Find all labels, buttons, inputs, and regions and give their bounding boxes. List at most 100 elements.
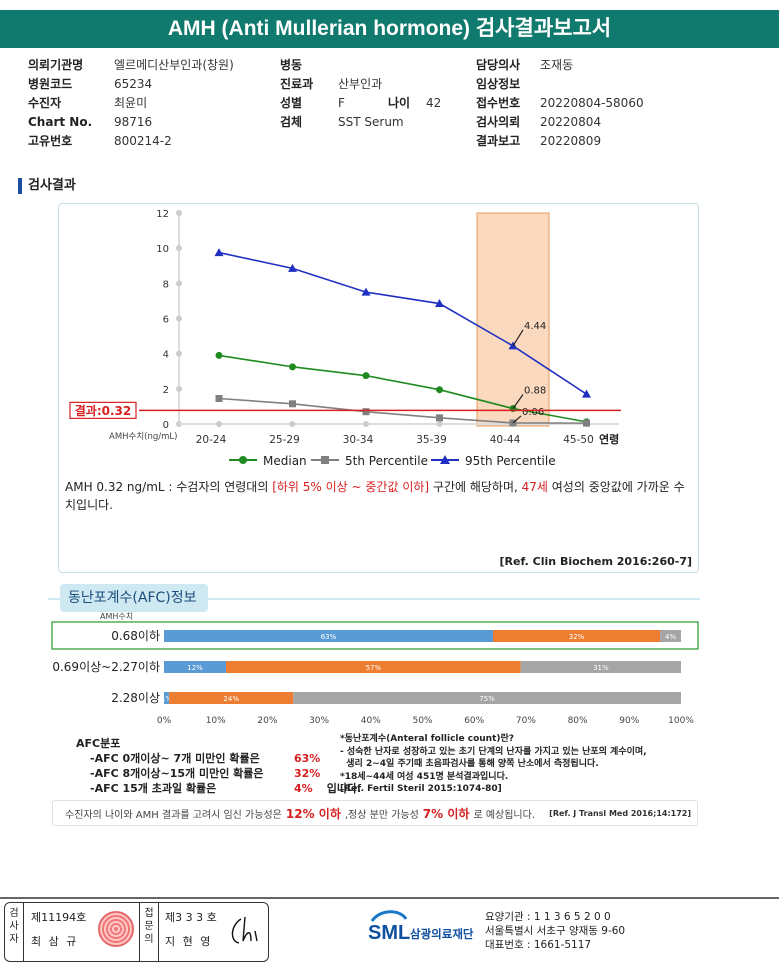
- info-row: Chart No. 98716: [28, 112, 234, 131]
- afc-bar-segment: [660, 630, 681, 642]
- info-label: 임상정보: [476, 77, 521, 91]
- afc-segment-label: 1%: [161, 695, 172, 703]
- afc-dist-row: -AFC 15개 초과일 확률은 4% 입니다.: [76, 781, 361, 796]
- median-point: [289, 363, 296, 371]
- afc-segment-label: 24%: [223, 695, 239, 703]
- info-label: 성별: [280, 96, 303, 110]
- preg-value2: 7% 이하: [422, 806, 470, 821]
- lab-info: 요양기관 : 1 1 3 6 5 2 0 0 서울특별시 서초구 양재동 9-6…: [485, 910, 625, 952]
- footer-divider: [0, 897, 779, 899]
- lab-phone: 대표번호 : 1661-5117: [485, 939, 592, 951]
- series-line-1: [218, 397, 587, 424]
- p95-point: [214, 248, 224, 257]
- info-value: 800214-2: [114, 133, 172, 148]
- afc-segment-label: 32%: [569, 633, 585, 641]
- patient-info-col1: 의뢰기관명 엘르메디산부인과(창원) 병원코드 65234 수진자 최윤미 Chart No…: [28, 55, 234, 150]
- result-label-box: [69, 401, 137, 419]
- p5-point: [583, 419, 590, 427]
- info-row: 병동: [280, 55, 441, 74]
- amh-line-chart: 0 2 4 6 8 10 12 20-24 25-29 30-34 35-39 40-44 45-50 연…: [69, 209, 621, 468]
- annotation-pointer: [512, 329, 524, 347]
- afc-dist-value: 63%: [294, 752, 321, 765]
- median-point: [362, 372, 370, 380]
- info-label: 수진자: [28, 96, 62, 110]
- annotation-label: 0.06: [522, 407, 544, 418]
- preg-text2: ,정상 분만 가능성: [344, 809, 419, 821]
- info-row: 고유번호 800214-2: [28, 131, 234, 150]
- sign-divider: [23, 903, 24, 961]
- y-tick-label: 2: [163, 385, 169, 396]
- interp-part5: 여성의 중앙값에 가까운 수치입니다.: [65, 480, 685, 512]
- afc-distribution: AFC분포 -AFC 0개이상~ 7개 미만인 확률은 63% -AFC 8개이상~1…: [76, 736, 361, 796]
- afc-segment-label: 12%: [187, 664, 203, 672]
- footer: 검사자 제11194호 최 삼 규 접문의 제3 3 3 호 지 현 영 SML…: [0, 883, 779, 966]
- interpretation-text: AMH 0.32 ng/mL : 수검자의 연령대의 [하위 5% 이상 ~ 중…: [65, 478, 695, 514]
- sign-divider: [158, 903, 159, 961]
- afc-note-line: 생리 2~4일 주기때 초음파검사를 통해 양쪽 난소에서 측정됩니다.: [340, 759, 599, 769]
- y-tick-label: 8: [163, 279, 169, 290]
- afc-segment-label: 57%: [366, 664, 382, 672]
- x-tick-mark: [363, 421, 369, 427]
- approver-name: 지 현 영: [165, 935, 213, 948]
- p5-point: [289, 400, 296, 408]
- annotation-label: 0.88: [524, 386, 546, 397]
- info-row: 검체 SST Serum: [280, 112, 441, 131]
- afc-dist-text: -AFC 0개이상~ 7개 미만인 확률은: [90, 752, 260, 765]
- info-row: 수진자 최윤미: [28, 93, 234, 112]
- p5-point: [436, 414, 443, 422]
- afc-note-line: *동난포계수(Anteral follicle count)란?: [340, 734, 514, 744]
- info-value: SST Serum: [338, 114, 404, 129]
- preg-text3: 로 예상됩니다.: [473, 809, 535, 821]
- agency-number: 요양기관 : 1 1 3 6 5 2 0 0: [485, 911, 611, 923]
- legend-marker: [440, 455, 450, 464]
- report-title: AMH (Anti Mullerian hormone) 검사결과보고서: [0, 10, 779, 48]
- afc-dist-row: -AFC 0개이상~ 7개 미만인 확률은 63%: [76, 751, 361, 766]
- patient-info-col2: 병동 진료과 산부인과 성별 F 나이 42 검체 SST Serum: [280, 55, 441, 131]
- info-row: 진료과 산부인과: [280, 74, 441, 93]
- y-tick-label: 0: [163, 420, 169, 431]
- afc-bar-segment: [169, 692, 294, 704]
- y-tick-mark: [176, 350, 182, 357]
- preg-value1: 12% 이하: [285, 806, 341, 821]
- afc-segment-label: 4%: [665, 633, 676, 641]
- info-value: 엘르메디산부인과(창원): [114, 58, 234, 72]
- x-tick-label: 25-29: [269, 434, 300, 446]
- p95-point: [582, 389, 591, 398]
- sml-logo-arc: [370, 910, 408, 922]
- info-value: 조재동: [540, 58, 574, 72]
- lab-address: 서울특별시 서초구 양재동 9-60: [485, 925, 626, 937]
- annotation-pointer: [512, 394, 524, 409]
- p95-point: [435, 299, 444, 308]
- median-point: [215, 351, 223, 359]
- approver-label: 접문의: [144, 908, 154, 945]
- age-label: 나이: [388, 96, 411, 110]
- info-label: Chart No.: [28, 114, 93, 129]
- y-tick-mark: [176, 385, 182, 392]
- legend-marker: [321, 456, 329, 464]
- approver-signature: [231, 916, 258, 944]
- preg-text1: 수진자의 나이와 AMH 결과를 고려시 임신 가능성은: [65, 809, 282, 821]
- approver-number: 제3 3 3 호: [165, 911, 217, 924]
- y-tick-mark: [176, 315, 182, 322]
- afc-bar-segment: [493, 630, 661, 642]
- afc-row-label: 2.28이상: [111, 691, 160, 705]
- afc-bar-chart: AMH수치 0.68이하 63% 32% 4% 0.69이상~2.27이하 12% 57% 31…: [51, 612, 699, 726]
- x-tick-mark: [216, 421, 222, 427]
- info-label: 검체: [280, 115, 303, 129]
- afc-axis-tick: 100%: [668, 716, 694, 726]
- info-row: 병원코드 65234: [28, 74, 234, 93]
- p5-point: [362, 408, 370, 416]
- interp-range: [하위 5% 이상 ~ 중간값 이하]: [272, 480, 430, 494]
- info-row: 임상정보: [476, 74, 644, 93]
- afc-bar-segment: [226, 661, 521, 673]
- info-label: 고유번호: [28, 134, 73, 148]
- sign-divider: [139, 903, 140, 961]
- legend-label: Median: [263, 454, 307, 468]
- info-label: 병원코드: [28, 77, 73, 91]
- p95-point: [288, 263, 297, 272]
- amh-column-label: AMH수치: [100, 612, 133, 621]
- inspector-label: 검사자: [9, 908, 19, 945]
- info-value: 20220809: [540, 133, 602, 148]
- afc-notes: *동난포계수(Anteral follicle count)란? - 성숙한 난자…: [340, 733, 700, 796]
- info-row: 접수번호 20220804-58060: [476, 93, 644, 112]
